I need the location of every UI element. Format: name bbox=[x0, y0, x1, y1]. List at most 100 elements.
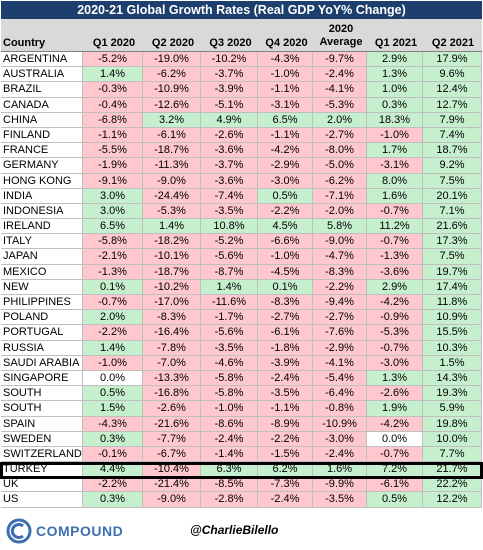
table-row: FRANCE -5.5% -18.7% -3.6% -4.2% -8.0% 1.7% 18.7… bbox=[1, 143, 482, 159]
cell-q4-2020: -1.1% bbox=[258, 401, 313, 417]
cell-q2-2020: -6.2% bbox=[143, 67, 201, 83]
cell-q1-2021: 8.0% bbox=[367, 173, 423, 189]
table-row: CANADA -0.4% -12.6% -5.1% -3.1% -5.3% 0.3% 12.7… bbox=[1, 97, 482, 113]
header-2020-average: 2020 Average bbox=[314, 23, 368, 49]
cell-q2-2021: 22.2% bbox=[423, 477, 482, 493]
cell-country: RUSSIA bbox=[1, 340, 83, 356]
cell-q4-2020: -2.2% bbox=[258, 203, 313, 220]
cell-avg-2020: 5.8% bbox=[313, 219, 367, 235]
cell-q1-2020: 0.3% bbox=[83, 431, 143, 447]
cell-q4-2020: 4.5% bbox=[258, 219, 313, 235]
cell-q2-2021: 19.8% bbox=[423, 416, 482, 432]
cell-q2-2020: -18.7% bbox=[143, 143, 201, 159]
cell-q1-2020: 0.0% bbox=[83, 370, 143, 387]
cell-country: SAUDI ARABIA bbox=[1, 355, 83, 371]
cell-q1-2020: -0.7% bbox=[83, 295, 143, 311]
cell-q1-2020: -1.1% bbox=[83, 127, 143, 144]
table-row: GERMANY -1.9% -11.3% -3.7% -2.9% -5.0% -3.1% 9.… bbox=[1, 158, 482, 174]
cell-q1-2021: -3.6% bbox=[367, 264, 423, 280]
cell-q2-2020: -2.6% bbox=[143, 401, 201, 417]
cell-q3-2020: -5.6% bbox=[201, 325, 258, 341]
cell-avg-2020: -2.4% bbox=[313, 67, 367, 83]
cell-q1-2020: 4.4% bbox=[83, 462, 143, 478]
cell-q1-2020: 1.4% bbox=[83, 67, 143, 83]
cell-q1-2020: -0.3% bbox=[83, 82, 143, 98]
cell-q2-2021: 17.3% bbox=[423, 234, 482, 250]
cell-q2-2020: -17.0% bbox=[143, 295, 201, 311]
cell-q4-2020: 0.1% bbox=[258, 279, 313, 295]
cell-q1-2021: -4.2% bbox=[367, 416, 423, 432]
cell-avg-2020: -2.4% bbox=[313, 446, 367, 463]
cell-avg-2020: -2.7% bbox=[313, 310, 367, 326]
cell-q2-2021: 14.3% bbox=[423, 370, 482, 387]
table-row: SINGAPORE 0.0% -13.3% -5.8% -2.4% -5.4% 1.3% 14… bbox=[1, 370, 482, 387]
cell-q1-2021: 1.0% bbox=[367, 82, 423, 98]
cell-q2-2020: -10.4% bbox=[143, 462, 201, 478]
header-q1-2021: Q1 2021 bbox=[374, 37, 418, 49]
cell-q2-2021: 7.4% bbox=[423, 127, 482, 144]
header-q1-2020: Q1 2020 bbox=[92, 37, 136, 49]
cell-q1-2021: 1.3% bbox=[367, 67, 423, 83]
cell-q1-2020: 0.5% bbox=[83, 386, 143, 402]
cell-q2-2020: -10.9% bbox=[143, 82, 201, 98]
cell-q2-2020: -6.1% bbox=[143, 127, 201, 144]
cell-q1-2021: 0.3% bbox=[367, 97, 423, 113]
cell-country: US bbox=[1, 492, 83, 508]
cell-q3-2020: -10.2% bbox=[201, 52, 258, 68]
cell-q1-2021: -0.9% bbox=[367, 310, 423, 326]
twitter-handle: @CharlieBilello bbox=[190, 523, 279, 537]
table-header: Country Q1 2020 Q2 2020 Q3 2020 Q4 2020 … bbox=[1, 19, 482, 52]
table-row: CHINA -6.8% 3.2% 4.9% 6.5% 2.0% 18.3% 7.9% bbox=[1, 112, 482, 128]
cell-q3-2020: -11.6% bbox=[201, 295, 258, 311]
cell-q1-2021: -0.7% bbox=[367, 203, 423, 220]
cell-avg-2020: -4.7% bbox=[313, 249, 367, 265]
cell-avg-2020: -2.7% bbox=[313, 127, 367, 144]
table-row: JAPAN -2.1% -10.1% -5.6% -1.0% -4.7% -1.3% 7.5% bbox=[1, 249, 482, 265]
cell-q1-2021: 1.3% bbox=[367, 370, 423, 387]
cell-q2-2020: -7.8% bbox=[143, 340, 201, 356]
table-row: SOUTH KOREA1.5%-2.6%-1.0%-1.1%-0.8%1.9%5… bbox=[1, 401, 482, 429]
cell-country: INDIA bbox=[1, 188, 83, 204]
cell-q2-2020: -18.7% bbox=[143, 264, 201, 280]
cell-q4-2020: -2.7% bbox=[258, 310, 313, 326]
cell-q2-2020: -7.7% bbox=[143, 431, 201, 447]
cell-q2-2020: -13.3% bbox=[143, 370, 201, 387]
cell-q4-2020: -3.0% bbox=[258, 173, 313, 189]
cell-avg-2020: -6.2% bbox=[313, 173, 367, 189]
cell-q1-2021: -1.3% bbox=[367, 249, 423, 265]
cell-q3-2020: 10.8% bbox=[201, 219, 258, 235]
cell-q1-2020: -2.1% bbox=[83, 249, 143, 265]
cell-q1-2020: 0.3% bbox=[83, 492, 143, 508]
cell-q1-2021: 2.9% bbox=[367, 52, 423, 68]
cell-q1-2021: 1.9% bbox=[367, 401, 423, 417]
cell-avg-2020: -5.4% bbox=[313, 370, 367, 387]
table-row: UK -2.2% -21.4% -8.5% -7.3% -9.9% -6.1% 22.2% bbox=[1, 477, 482, 493]
table-row: ITALY -5.8% -18.2% -5.2% -6.6% -9.0% -0.7% 17.3… bbox=[1, 234, 482, 250]
cell-q1-2021: 7.2% bbox=[367, 462, 423, 478]
cell-avg-2020: -2.2% bbox=[313, 279, 367, 295]
cell-country: PORTUGAL bbox=[1, 325, 83, 341]
cell-q1-2020: -6.8% bbox=[83, 112, 143, 128]
cell-q3-2020: -1.7% bbox=[201, 310, 258, 326]
cell-q2-2020: -11.3% bbox=[143, 158, 201, 174]
cell-q2-2021: 7.7% bbox=[423, 446, 482, 463]
cell-country: ARGENTINA bbox=[1, 52, 83, 68]
cell-q3-2020: -2.6% bbox=[201, 127, 258, 144]
cell-country: SPAIN bbox=[1, 416, 83, 432]
cell-q3-2020: 1.4% bbox=[201, 279, 258, 295]
cell-q2-2021: 19.7% bbox=[423, 264, 482, 280]
cell-q1-2021: 1.7% bbox=[367, 143, 423, 159]
cell-q2-2021: 21.7% bbox=[423, 462, 482, 478]
cell-q4-2020: -2.4% bbox=[258, 370, 313, 387]
cell-q2-2021: 10.3% bbox=[423, 340, 482, 356]
cell-q3-2020: -3.6% bbox=[201, 173, 258, 189]
cell-q2-2021: 20.1% bbox=[423, 188, 482, 204]
table-row: INDIA 3.0% -24.4% -7.4% 0.5% -7.1% 1.6% 20.1% bbox=[1, 188, 482, 204]
cell-q2-2020: -18.2% bbox=[143, 234, 201, 250]
cell-q3-2020: -5.2% bbox=[201, 234, 258, 250]
cell-q2-2021: 17.4% bbox=[423, 279, 482, 295]
table-row: SWEDEN 0.3% -7.7% -2.4% -2.2% -3.0% 0.0% 10.0% bbox=[1, 431, 482, 447]
cell-avg-2020: 1.6% bbox=[313, 462, 367, 478]
cell-country: SOUTH AFRICA bbox=[1, 386, 83, 414]
header-q3-2020: Q3 2020 bbox=[209, 37, 252, 49]
